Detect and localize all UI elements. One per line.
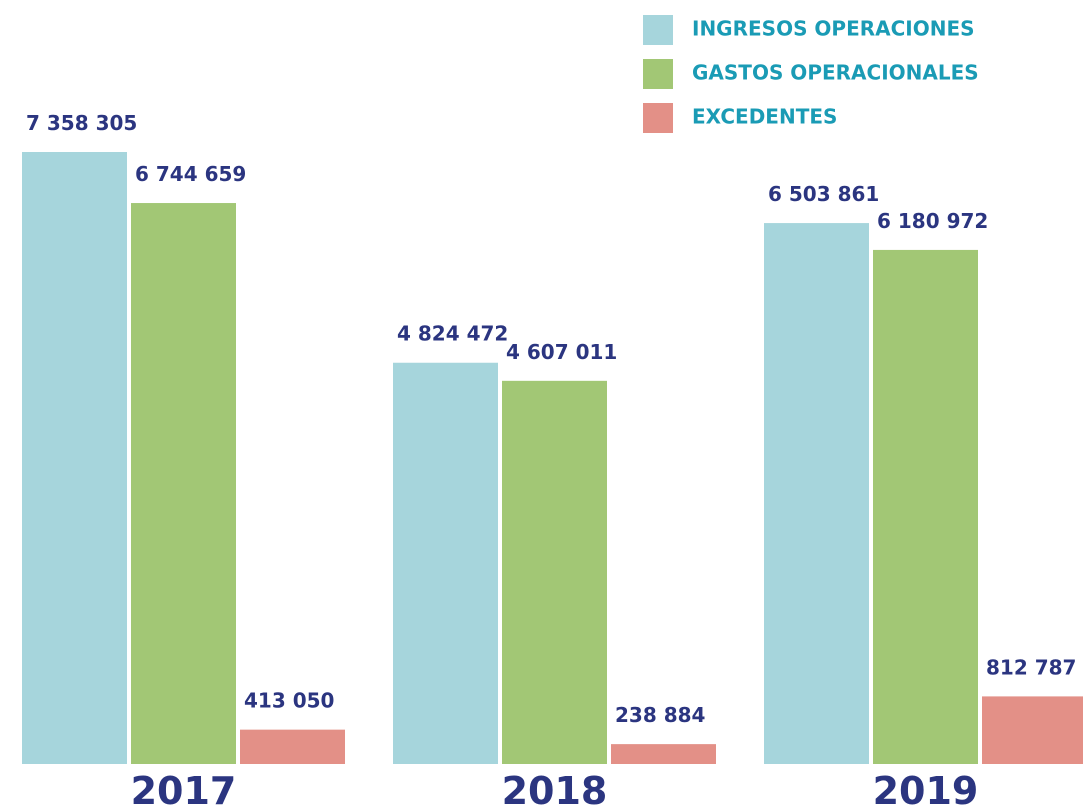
bar [131,203,236,765]
value-label: 6 744 659 [135,162,246,186]
legend-label: GASTOS OPERACIONALES [692,61,979,85]
bar [393,362,498,764]
legend-label: INGRESOS OPERACIONES [692,17,975,41]
x-tick-label: 2018 [502,769,608,807]
legend-swatch [643,103,673,133]
legend-label: EXCEDENTES [692,105,837,129]
x-tick-label: 2017 [131,769,237,807]
bar [502,380,607,764]
value-label: 238 884 [615,703,705,727]
bar [611,744,716,764]
bar [240,729,345,764]
x-tick-label: 2019 [873,769,979,807]
value-label: 4 824 472 [397,322,508,346]
value-label: 6 180 972 [877,209,988,233]
value-label: 4 607 011 [506,340,617,364]
legend-swatch [643,59,673,89]
bar [873,249,978,764]
legend-swatch [643,15,673,45]
value-label: 6 503 861 [768,182,879,206]
value-label: 7 358 305 [26,111,137,135]
value-label: 413 050 [244,689,334,713]
bar [22,152,127,764]
bar [982,696,1083,764]
bar [764,223,869,764]
value-label: 812 787 [986,655,1076,679]
